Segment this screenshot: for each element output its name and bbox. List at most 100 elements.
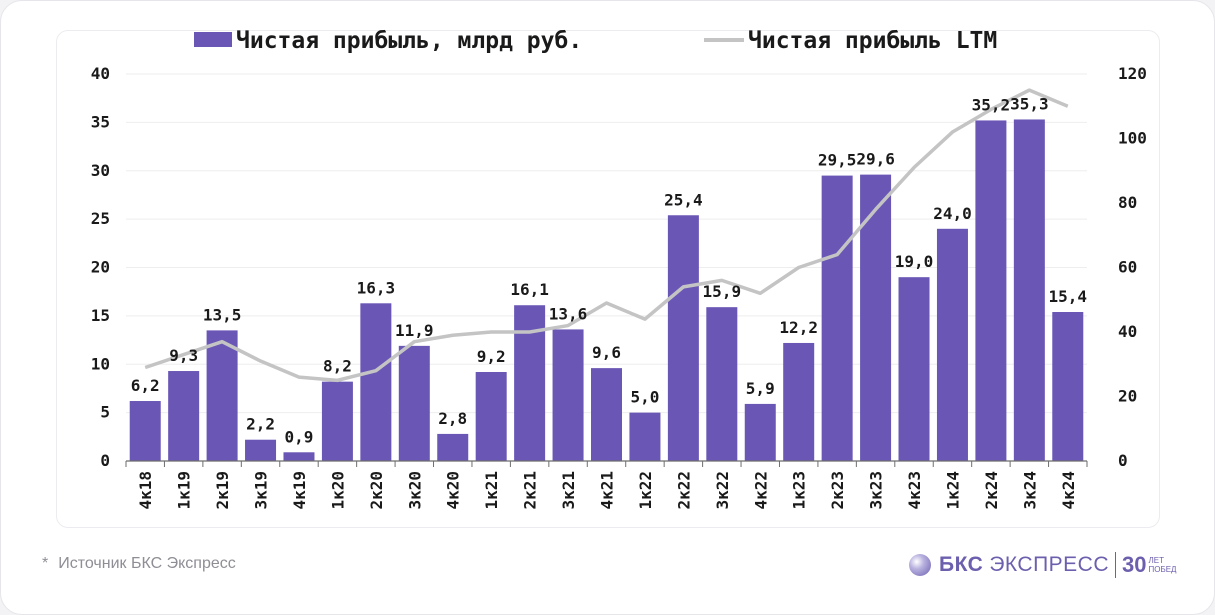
bar-data-label: 15,9 <box>703 282 742 301</box>
bar-data-label: 35,2 <box>972 95 1011 114</box>
x-category-label: 3к22 <box>713 471 732 510</box>
bar-data-label: 35,3 <box>1010 94 1049 113</box>
bar-data-label: 25,4 <box>664 190 703 209</box>
x-category-label: 2к19 <box>213 471 232 510</box>
x-category-label: 4к20 <box>444 471 463 510</box>
x-category-label: 2к22 <box>674 471 693 510</box>
net-profit-chart: 0 5 10 15 20 25 30 35 40 0 20 40 60 80 100 120 6,2 9,3 13,… <box>91 28 1147 510</box>
source-note: * Источник БКС Экспресс <box>42 555 236 573</box>
bks-express-logo: БКС ЭКСПРЕСС 30 ЛЕТ ПОБЕД <box>909 550 1176 580</box>
bar-data-label: 6,2 <box>131 376 160 395</box>
x-category-label: 3к24 <box>1020 471 1039 510</box>
x-category-label: 1к23 <box>790 471 809 510</box>
bar-data-label: 2,2 <box>246 415 275 434</box>
bar <box>591 368 622 461</box>
x-category-label: 1к24 <box>943 471 962 510</box>
logo-separator <box>1115 552 1117 578</box>
bar <box>975 120 1007 461</box>
bar <box>629 412 661 461</box>
bar <box>821 175 853 461</box>
x-category-label: 4к21 <box>598 471 617 510</box>
x-category-label: 2к21 <box>521 471 540 510</box>
y-right-tick-label: 0 <box>1118 451 1128 470</box>
logo-anniversary-line1: ЛЕТ <box>1148 556 1164 565</box>
bar <box>283 452 315 461</box>
y-right-tick-label: 20 <box>1118 387 1137 406</box>
bar-data-label: 5,9 <box>746 379 775 398</box>
legend-bar-swatch <box>194 32 232 47</box>
bar-data-label: 9,3 <box>169 346 198 365</box>
y-left-tick-label: 0 <box>100 451 110 470</box>
bar <box>129 401 161 461</box>
logo-sphere-icon <box>909 554 931 576</box>
bar-data-label: 13,5 <box>203 305 242 324</box>
y-left-tick-label: 25 <box>91 209 110 228</box>
legend-bar-label: Чистая прибыль, млрд руб. <box>236 28 582 54</box>
source-text: Источник БКС Экспресс <box>58 555 236 572</box>
y-left-tick-label: 20 <box>91 258 110 277</box>
bar <box>1052 312 1084 461</box>
logo-anniversary-text: ЛЕТ ПОБЕД <box>1149 556 1177 574</box>
bar <box>706 307 738 461</box>
y-left-tick-label: 5 <box>100 403 110 422</box>
x-category-label: 4к22 <box>751 471 770 510</box>
bar-data-label: 9,2 <box>477 347 506 366</box>
x-category-label: 2к23 <box>828 471 847 510</box>
x-category-label: 3к20 <box>405 471 424 510</box>
bar <box>437 433 469 461</box>
bar <box>245 439 277 461</box>
bar <box>321 381 353 461</box>
y-right-tick-label: 60 <box>1118 258 1137 277</box>
bar <box>783 342 815 461</box>
bar-data-label: 12,2 <box>779 318 818 337</box>
bar-data-label: 2,8 <box>438 409 467 428</box>
x-category-label: 4к19 <box>290 471 309 510</box>
y-left-tick-label: 35 <box>91 112 110 131</box>
bar-data-label: 16,3 <box>357 278 396 297</box>
bar-data-label: 29,6 <box>856 150 895 169</box>
bar-data-label: 11,9 <box>395 321 434 340</box>
bar-data-label: 15,4 <box>1049 287 1088 306</box>
bar <box>206 330 238 461</box>
x-category-label: 4к23 <box>905 471 924 510</box>
x-category-label: 3к19 <box>252 471 271 510</box>
bar <box>475 371 507 461</box>
x-category-label: 4к24 <box>1059 471 1078 510</box>
y-left-tick-label: 30 <box>91 161 110 180</box>
bar <box>360 303 392 461</box>
bar <box>744 403 776 461</box>
bar-data-label: 29,5 <box>818 151 857 170</box>
bar-data-label: 5,0 <box>630 388 659 407</box>
bar-data-label: 9,6 <box>592 343 621 362</box>
y-left-tick-label: 15 <box>91 306 110 325</box>
bar-data-label: 24,0 <box>933 204 972 223</box>
legend-line-label: Чистая прибыль LTM <box>748 28 997 54</box>
y-right-tick-label: 80 <box>1118 193 1137 212</box>
logo-anniversary-line2: ПОБЕД <box>1148 565 1177 574</box>
x-category-label: 1к19 <box>175 471 194 510</box>
x-category-label: 3к23 <box>867 471 886 510</box>
logo-brand: БКС <box>939 553 984 576</box>
bar <box>898 277 930 461</box>
bar-data-label: 13,6 <box>549 304 588 323</box>
y-left-tick-label: 10 <box>91 354 110 373</box>
bar-data-label: 0,9 <box>285 427 314 446</box>
bar-data-label: 16,1 <box>510 280 549 299</box>
x-category-label: 2к24 <box>982 471 1001 510</box>
bar <box>860 174 892 461</box>
bar <box>168 371 200 461</box>
bar <box>936 228 968 461</box>
logo-brand-express: ЭКСПРЕСС <box>989 553 1110 576</box>
bar <box>552 329 584 461</box>
x-category-label: 1к21 <box>482 471 501 510</box>
y-left-tick-label: 40 <box>91 64 110 83</box>
ltm-line <box>144 88 1069 383</box>
bar <box>667 215 699 461</box>
logo-anniversary-number: 30 <box>1122 552 1147 577</box>
x-category-label: 3к21 <box>559 471 578 510</box>
x-category-label: 2к20 <box>367 471 386 510</box>
y-right-tick-label: 120 <box>1118 64 1147 83</box>
footnote-star: * <box>42 555 49 572</box>
x-category-label: 4к18 <box>136 471 155 510</box>
y-right-tick-label: 40 <box>1118 322 1137 341</box>
